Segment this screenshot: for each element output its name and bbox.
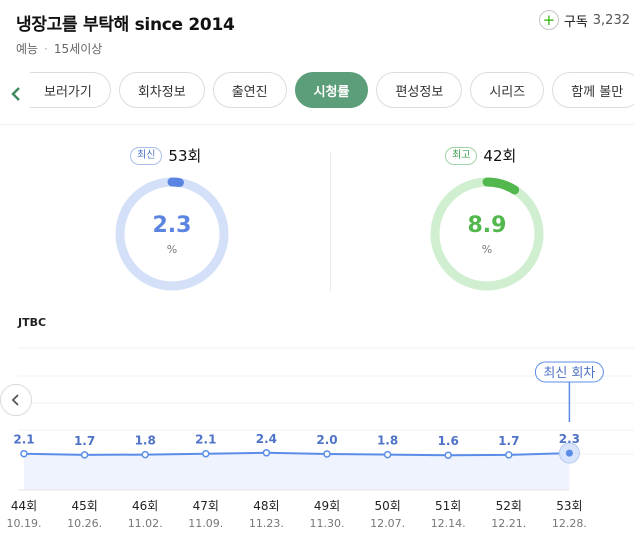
x-date-label: 12.07.	[370, 517, 405, 530]
genre-label[interactable]: 예능	[16, 42, 39, 56]
x-tick-label: 53회	[556, 499, 582, 513]
data-point	[383, 450, 392, 459]
data-label: 1.8	[377, 434, 398, 448]
subscribe-label: 구독	[563, 14, 588, 30]
age-rating: 15세이상	[53, 42, 103, 56]
data-label: 1.6	[438, 434, 459, 448]
gauge-arc	[115, 177, 229, 291]
highest-rating-header: 최고 42회	[445, 145, 516, 166]
x-date-label: 12.14.	[431, 517, 466, 530]
highest-rating-unit: %	[481, 243, 493, 256]
data-point	[141, 450, 149, 459]
program-meta: 예능 · 15세이상	[16, 40, 102, 57]
tab-watch[interactable]: 보러가기	[30, 72, 111, 108]
chart-prev-button[interactable]	[0, 384, 32, 416]
data-label: 1.7	[498, 434, 519, 448]
latest-rating-unit: %	[166, 243, 178, 256]
tab-series[interactable]: 시리즈	[470, 72, 545, 108]
data-label: 2.1	[195, 433, 216, 447]
data-label: 2.4	[256, 432, 277, 446]
tab-episodes[interactable]: 회차정보	[118, 72, 205, 108]
series-area	[24, 452, 570, 490]
callout-bubble	[534, 361, 604, 383]
x-tick-label: 49회	[314, 499, 340, 513]
ratings-line-chart: 최신 회차 2.1 44회 10.19. 1.7 45회 10.26. 1.8 46회 11.02…	[7, 347, 634, 530]
x-date-label: 11.02.	[128, 517, 163, 530]
data-point	[202, 449, 210, 458]
program-title: 냉장고를 부탁해 since 2014	[16, 15, 235, 35]
x-tick-label: 51회	[435, 499, 461, 513]
highest-rating-gauge: 8.9 %	[428, 175, 546, 293]
data-point	[323, 450, 331, 458]
divider	[0, 124, 634, 125]
highest-episode: 42회	[483, 147, 517, 165]
x-date-label: 10.19.	[7, 517, 42, 530]
tab-related[interactable]: 함께 볼만	[552, 72, 634, 108]
highest-badge: 최고	[445, 146, 478, 165]
latest-rating-header: 최신 53회	[130, 145, 201, 166]
data-label: 2.1	[13, 433, 34, 447]
data-point	[20, 449, 28, 458]
x-date-label: 10.26.	[67, 517, 102, 530]
plus-icon: +	[538, 10, 559, 30]
gauge-arc	[430, 177, 544, 291]
x-tick-label: 50회	[374, 499, 400, 513]
tab-schedule[interactable]: 편성정보	[376, 72, 463, 108]
chevron-left-icon	[11, 394, 19, 406]
x-tick-label: 45회	[71, 499, 97, 513]
x-tick-label: 48회	[253, 499, 279, 513]
data-point	[80, 451, 89, 459]
data-point	[444, 451, 452, 459]
x-tick-label: 47회	[193, 499, 219, 513]
subscribe-button[interactable]: + 구독 3,232	[538, 10, 630, 30]
separator-dot: ·	[44, 42, 48, 56]
x-tick-label: 52회	[496, 499, 522, 513]
data-label: 1.7	[74, 434, 95, 448]
tabs-prev-button[interactable]	[6, 84, 26, 104]
data-label: 2.0	[316, 433, 337, 447]
data-point	[565, 449, 573, 457]
highest-rating-value: 8.9	[467, 213, 507, 238]
chevron-left-icon	[11, 87, 20, 101]
data-point	[262, 449, 271, 457]
tab-cast[interactable]: 출연진	[212, 72, 287, 108]
x-tick-label: 46회	[132, 499, 158, 513]
data-point	[505, 451, 513, 459]
x-date-label: 11.23.	[249, 517, 284, 530]
data-label: 1.8	[135, 434, 156, 448]
data-label: 2.3	[559, 432, 580, 446]
tab-ratings[interactable]: 시청률	[294, 72, 369, 108]
stats-divider	[330, 152, 331, 292]
latest-badge: 최신	[130, 146, 163, 165]
x-date-label: 11.30.	[310, 517, 345, 530]
tab-bar: 보러가기 회차정보 출연진 시청률 편성정보 시리즈 함께 볼만	[30, 72, 634, 112]
latest-rating-gauge: 2.3 %	[113, 175, 231, 293]
network-label: JTBC	[18, 316, 47, 329]
subscriber-count: 3,232	[592, 12, 630, 28]
latest-episode: 53회	[168, 147, 202, 165]
x-tick-label: 44회	[11, 499, 37, 513]
series-line	[23, 451, 570, 457]
x-date-label: 11.09.	[188, 517, 223, 530]
callout-text: 최신 회차	[543, 366, 595, 381]
latest-rating-value: 2.3	[152, 213, 192, 238]
x-date-label: 12.21.	[491, 517, 526, 530]
x-date-label: 12.28.	[552, 517, 587, 530]
